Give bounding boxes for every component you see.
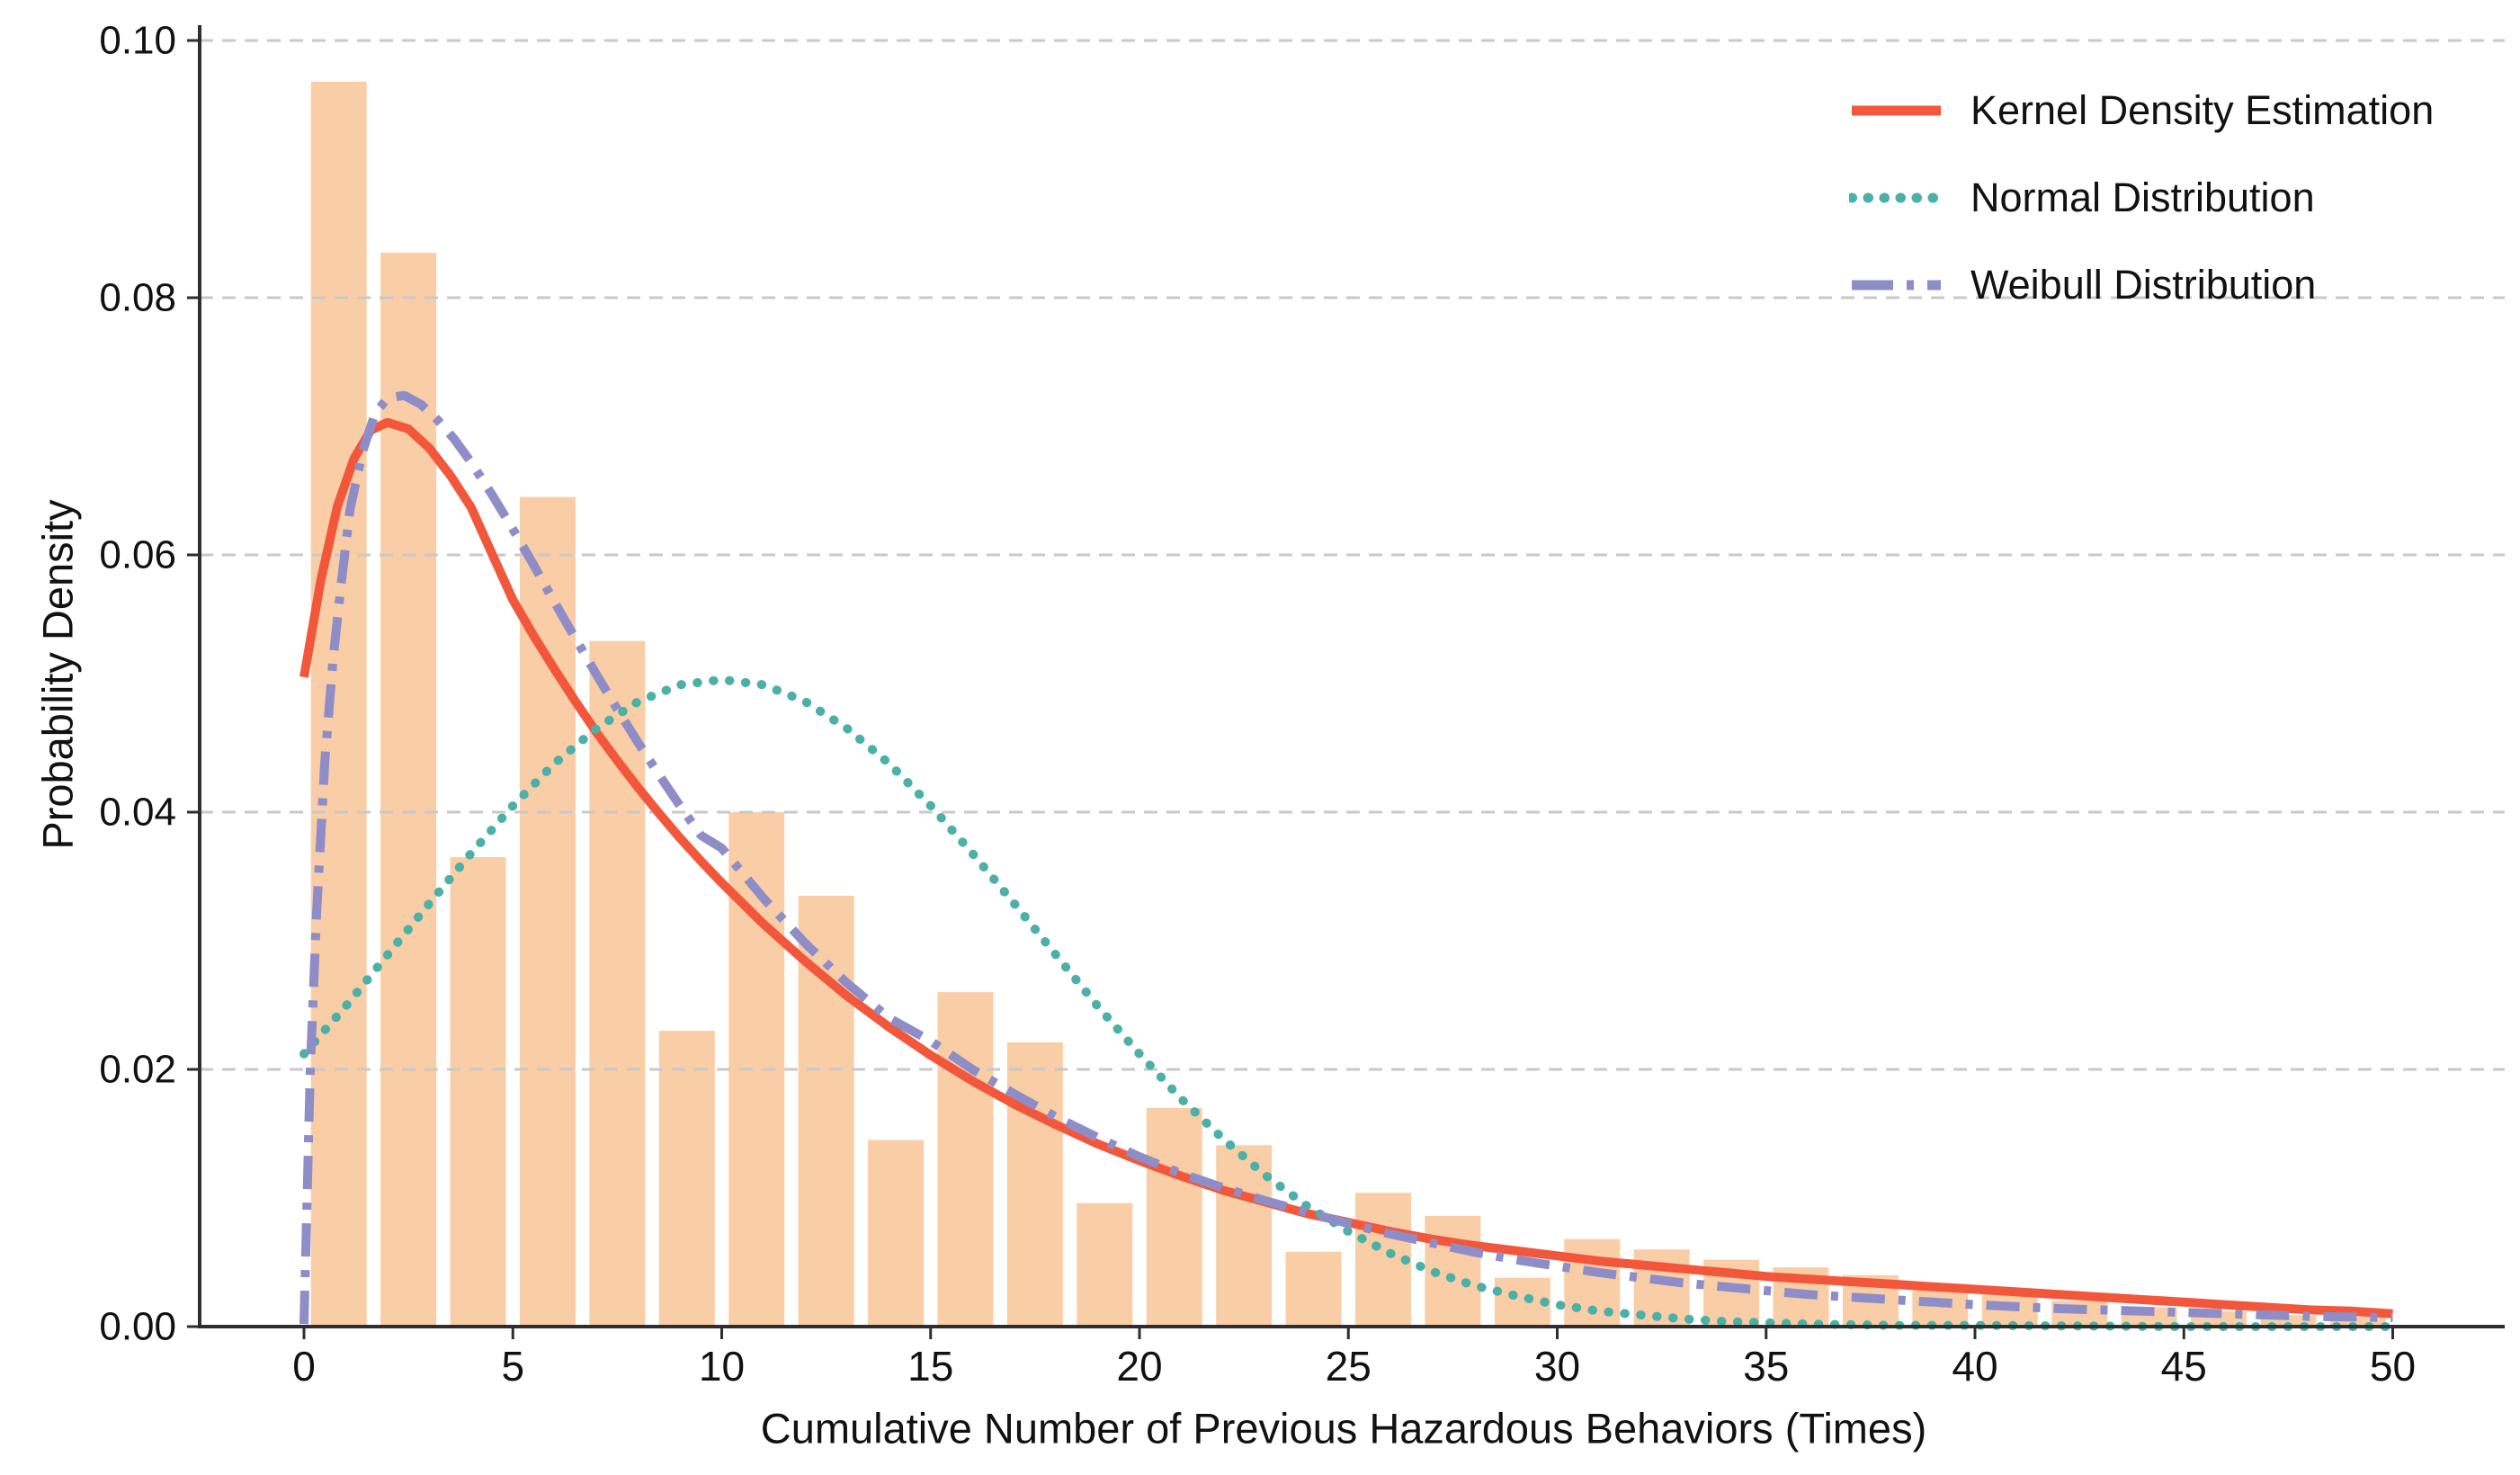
legend: Kernel Density Estimation Normal Distrib… [1849,67,2434,328]
weibull-line-swatch-icon [1852,280,1941,290]
x-tick-label: 30 [1534,1343,1580,1390]
y-tick-label: 0.06 [99,533,176,577]
y-tick-label: 0.08 [99,276,176,320]
y-tick-label: 0.00 [99,1305,176,1349]
curve-solid [299,417,2393,1319]
x-tick-label: 50 [2370,1343,2416,1390]
kde-line-swatch-icon [1852,105,1941,115]
y-tick-label: 0.02 [99,1048,176,1092]
x-tick-label: 5 [501,1343,524,1390]
legend-item-weibull: Weibull Distribution [1849,241,2434,328]
x-tick-label: 0 [292,1343,316,1390]
x-tick-label: 10 [699,1343,745,1390]
curve-dotted [299,675,2398,1331]
histogram-bar [1285,1252,1342,1327]
legend-label-weibull: Weibull Distribution [1970,261,2317,308]
histogram-bar [450,857,506,1327]
histogram-bar [380,252,437,1328]
y-tick-label: 0.04 [99,791,176,835]
histogram-bar [1146,1107,1202,1327]
curve-dashdot [299,390,2393,1325]
x-tick-label: 15 [907,1343,953,1390]
legend-item-normal: Normal Distribution [1849,154,2434,241]
histogram-bar [1216,1145,1273,1327]
histogram-bar [658,1031,715,1327]
x-tick-label: 45 [2161,1343,2207,1390]
y-axis-title: Probability Density [33,499,82,850]
y-tick-label: 0.10 [99,19,176,63]
legend-label-kde: Kernel Density Estimation [1970,86,2435,133]
x-tick-label: 35 [1743,1343,1789,1390]
histogram-bar [937,992,994,1327]
normal-line-swatch-icon [1849,192,1944,202]
histogram-bar [1006,1041,1063,1327]
histogram-bar [2329,1316,2386,1327]
histogram-bar [310,81,367,1327]
x-tick-label: 40 [1952,1343,1997,1390]
histogram-bar [868,1140,925,1327]
histogram-bar [1077,1202,1133,1327]
x-tick-label: 25 [1326,1343,1372,1390]
legend-item-kde: Kernel Density Estimation [1849,67,2434,154]
legend-label-normal: Normal Distribution [1970,174,2315,220]
x-axis-title: Cumulative Number of Previous Hazardous … [760,1404,1927,1453]
x-tick-label: 20 [1116,1343,1162,1390]
